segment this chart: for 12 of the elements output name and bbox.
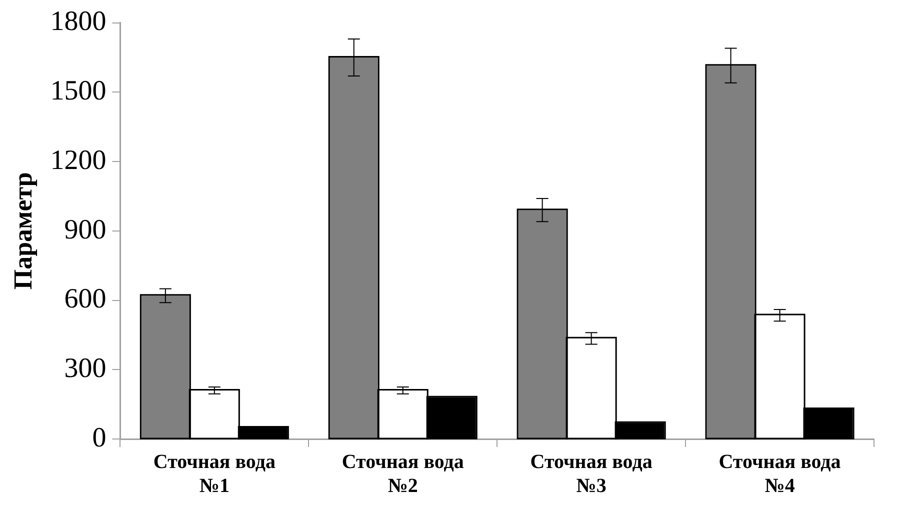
- x-tick-label: Сточная вода №1: [153, 451, 276, 498]
- y-tick-label: 0: [92, 422, 106, 454]
- y-tick-label: 1200: [50, 144, 106, 176]
- y-tick-label: 300: [64, 352, 106, 384]
- y-tick-label: 900: [64, 214, 106, 246]
- y-axis-title: Параметр: [8, 172, 38, 290]
- y-tick-label: 1800: [50, 6, 106, 38]
- x-tick-label: Сточная вода №4: [718, 451, 841, 498]
- y-tick-label: 600: [64, 284, 106, 315]
- y-tick-label: 1500: [50, 76, 106, 107]
- x-tick-label: Сточная вода №2: [342, 451, 464, 498]
- x-tick-label: Сточная вода №3: [530, 451, 652, 498]
